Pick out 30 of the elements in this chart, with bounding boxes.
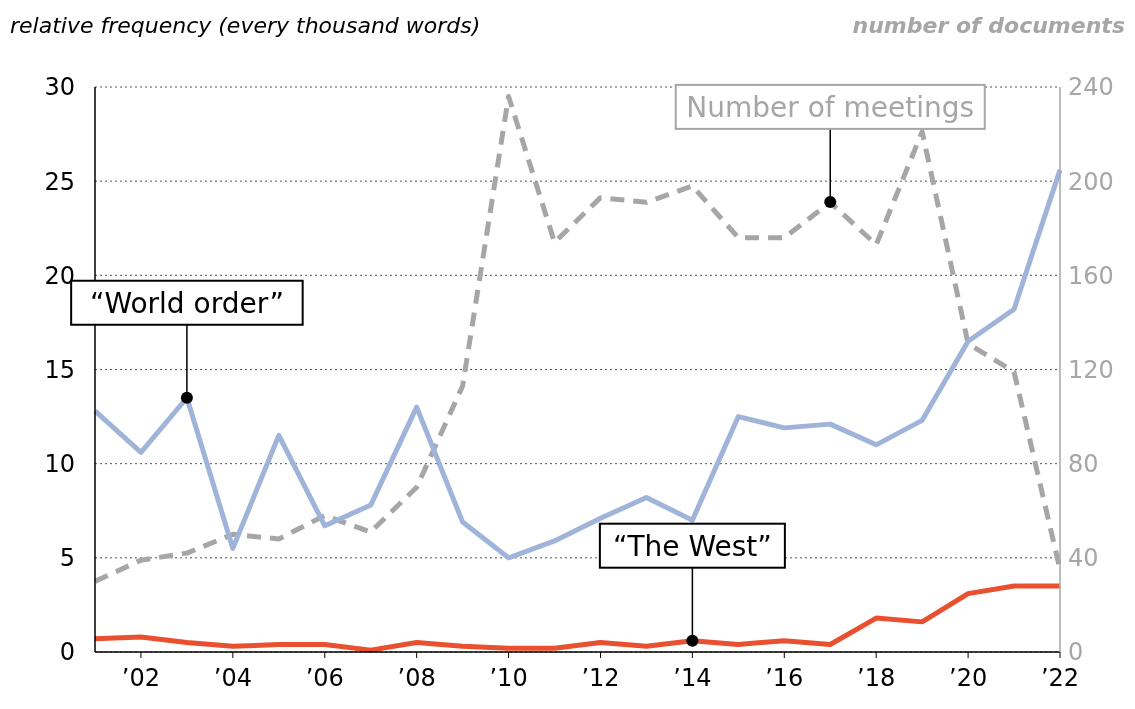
y-tick-label: 15	[44, 355, 75, 384]
x-tick-label: ’12	[581, 664, 620, 692]
x-tick-label: ’14	[673, 664, 712, 692]
x-tick-label: ’02	[121, 664, 161, 692]
y-axis-title: relative frequency (every thousand words)	[10, 13, 481, 38]
x-tick-label: ’04	[213, 664, 252, 692]
y-tick-label: 10	[44, 450, 75, 479]
annotation: “The West”	[612, 529, 772, 563]
x-tick-label: ’20	[949, 664, 988, 692]
y2-tick-label: 0	[1068, 638, 1084, 667]
x-tick-label: ’16	[765, 664, 804, 692]
x-tick-label: ’06	[305, 664, 344, 692]
x-tick-label: ’08	[397, 664, 436, 692]
y2-tick-label: 40	[1068, 544, 1099, 573]
y2-tick-label: 120	[1068, 355, 1114, 384]
annotation: Number of meetings	[686, 90, 975, 124]
annotation: “World order”	[89, 286, 284, 320]
y-tick-label: 20	[44, 261, 75, 290]
y-tick-label: 30	[44, 73, 75, 102]
y2-tick-label: 240	[1068, 73, 1114, 102]
y-tick-label: 25	[44, 167, 75, 196]
y-tick-label: 0	[59, 638, 75, 667]
y2-tick-label: 160	[1068, 261, 1114, 290]
y-tick-label: 5	[59, 544, 75, 573]
y2-axis-title: number of documents	[852, 13, 1125, 38]
y2-tick-label: 200	[1068, 167, 1114, 196]
x-tick-label: ’18	[857, 664, 896, 692]
y2-tick-label: 80	[1068, 450, 1099, 479]
x-tick-label: ’22	[1040, 664, 1080, 692]
x-tick-label: ’10	[489, 664, 528, 692]
